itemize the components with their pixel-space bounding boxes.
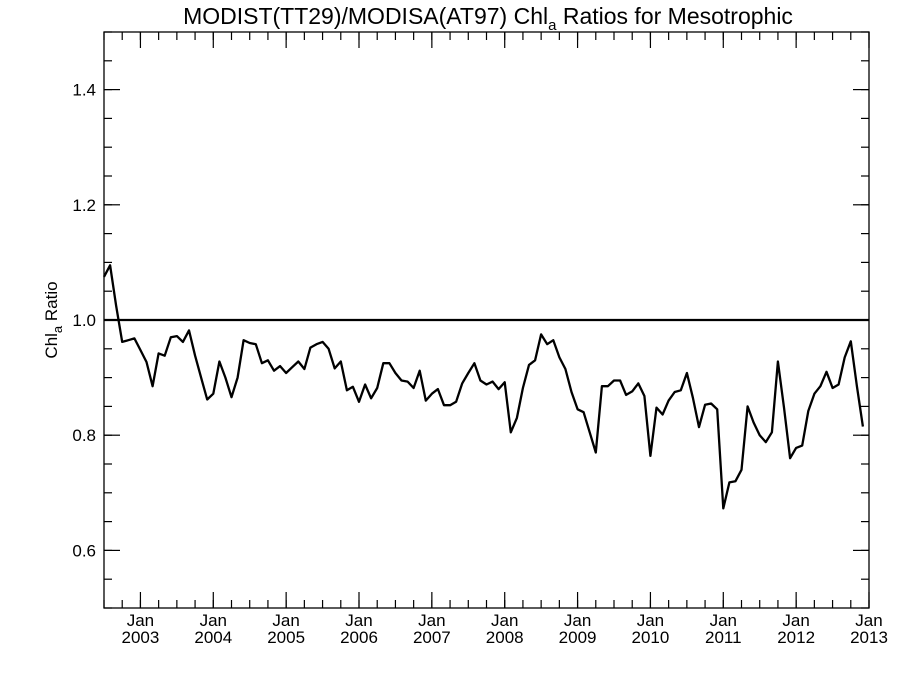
x-tick-label-year: 2008 (486, 628, 524, 647)
data-layer (102, 264, 869, 510)
series-line (102, 264, 865, 510)
x-tick-label-year: 2006 (340, 628, 378, 647)
chart-title: MODIST(TT29)/MODISA(AT97) Chla Ratios fo… (183, 3, 793, 34)
x-tick-label-month: Jan (345, 611, 372, 630)
x-tick-label-month: Jan (491, 611, 518, 630)
x-tick-label-month: Jan (200, 611, 227, 630)
ylabel-main: Chl (42, 333, 61, 359)
y-axis-label: Chla Ratio (42, 281, 65, 358)
x-tick-label-year: 2005 (267, 628, 305, 647)
x-tick-label-year: 2011 (705, 628, 742, 647)
y-tick-label: 1.4 (72, 81, 96, 100)
x-tick-label-month: Jan (418, 611, 445, 630)
x-tick-label-year: 2012 (777, 628, 815, 647)
title-subscript: a (548, 17, 557, 34)
x-tick-label-month: Jan (855, 611, 882, 630)
x-tick-label-year: 2007 (413, 628, 451, 647)
ylabel-rest: Ratio (42, 281, 61, 325)
ylabel-subscript: a (50, 325, 65, 333)
plot-frame (103, 31, 870, 609)
y-tick-label: 0.6 (72, 541, 96, 560)
x-tick-label-year: 2003 (122, 628, 160, 647)
x-tick-label-month: Jan (272, 611, 299, 630)
x-tick-label-year: 2004 (194, 628, 232, 647)
title-rest: Ratios for Mesotrophic (556, 3, 792, 29)
x-tick-label-year: 2010 (632, 628, 670, 647)
title-main: MODIST(TT29)/MODISA(AT97) Chl (183, 3, 548, 29)
y-tick-label: 0.8 (72, 426, 96, 445)
axes-layer: 0.60.81.01.21.4Jan2003Jan2004Jan2005Jan2… (72, 31, 888, 647)
x-tick-label-month: Jan (637, 611, 664, 630)
x-tick-label-month: Jan (564, 611, 591, 630)
y-tick-label: 1.2 (72, 196, 96, 215)
y-tick-label: 1.0 (72, 311, 96, 330)
x-tick-label-month: Jan (782, 611, 809, 630)
x-tick-label-year: 2009 (559, 628, 597, 647)
x-tick-label-year: 2013 (850, 628, 888, 647)
x-tick-label-month: Jan (127, 611, 154, 630)
x-tick-label-month: Jan (710, 611, 737, 630)
